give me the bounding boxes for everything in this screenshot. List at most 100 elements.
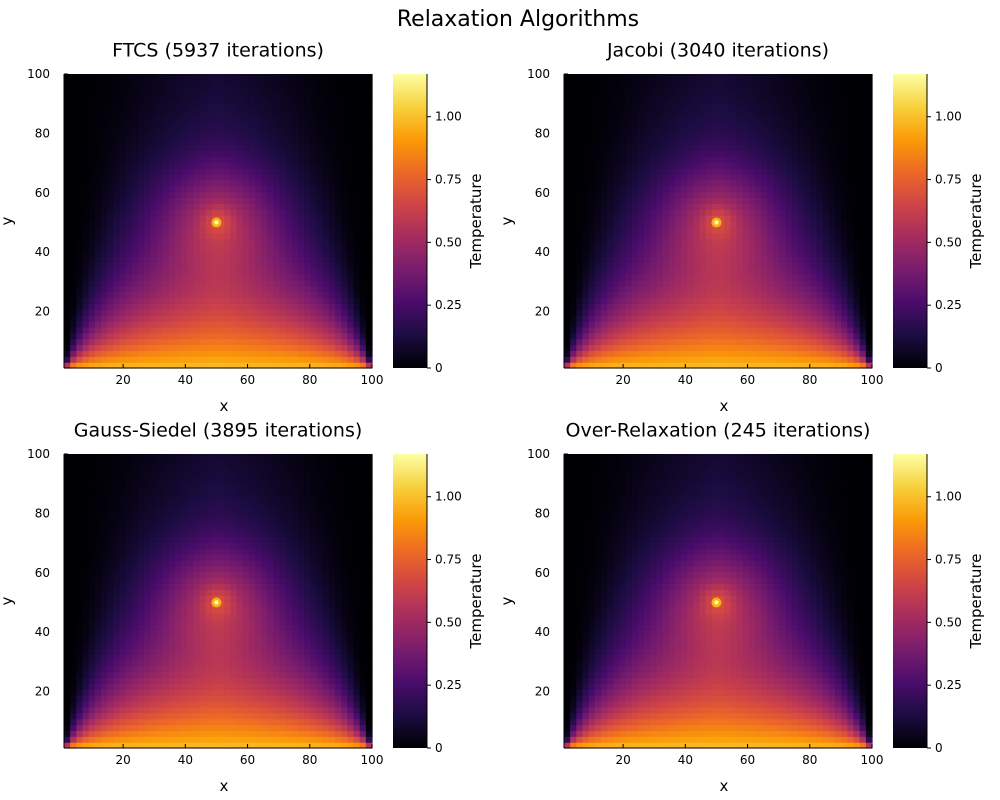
heatmap-cell	[810, 332, 818, 340]
heatmap-cell	[773, 262, 781, 269]
heatmap-cell	[637, 173, 645, 181]
heatmap-cell	[88, 85, 96, 93]
heatmap-cell	[668, 285, 676, 293]
heatmap-cell	[150, 132, 157, 140]
heatmap-cell	[785, 209, 793, 216]
heatmap-cell	[156, 103, 164, 110]
heatmap-cell	[156, 209, 164, 216]
heatmap-cell	[711, 326, 719, 334]
heatmap-cell	[699, 215, 707, 222]
heatmap-cell	[600, 326, 608, 334]
heatmap-cell	[742, 173, 750, 181]
heatmap-cell	[187, 173, 194, 181]
heatmap-cell	[687, 103, 694, 110]
heatmap-cell	[100, 344, 108, 351]
heatmap-cell	[168, 91, 176, 99]
heatmap-cell	[798, 232, 805, 240]
heatmap-cell	[144, 91, 151, 99]
heatmap-cell	[865, 226, 873, 234]
heatmap-cell	[341, 209, 348, 216]
heatmap-cell	[285, 326, 293, 334]
heatmap-cell	[187, 285, 194, 293]
heatmap-cell	[804, 150, 811, 157]
heatmap-cell	[76, 238, 84, 246]
heatmap-cell	[279, 209, 287, 216]
heatmap-cell	[718, 150, 725, 157]
heatmap-cell	[193, 126, 201, 134]
heatmap-cell	[724, 97, 731, 104]
heatmap-cell	[88, 115, 96, 122]
heatmap-cell	[718, 156, 725, 163]
heatmap-cell	[298, 185, 305, 193]
heatmap-cell	[656, 268, 664, 275]
heatmap-cell	[82, 332, 90, 340]
heatmap-cell	[859, 273, 867, 281]
heatmap-cell	[791, 315, 799, 322]
heatmap-cell	[828, 268, 836, 275]
heatmap-cell	[236, 362, 244, 369]
heatmap-cell	[88, 144, 96, 152]
heatmap-cell	[576, 85, 584, 93]
heatmap-cell	[816, 103, 824, 110]
heatmap-cell	[613, 162, 621, 169]
heatmap-cell	[261, 179, 268, 187]
heatmap-cell	[310, 238, 318, 246]
heatmap-cell	[650, 191, 657, 199]
heatmap-cell	[853, 297, 861, 304]
heatmap-cell	[773, 156, 781, 163]
heatmap-cell	[835, 103, 842, 110]
heatmap-cell	[261, 291, 268, 299]
heatmap-cell	[668, 262, 676, 269]
heatmap-cell	[322, 226, 330, 234]
heatmap-cell	[594, 91, 602, 99]
heatmap-cell	[742, 197, 750, 204]
heatmap-cell	[205, 332, 213, 340]
heatmap-cell	[94, 85, 102, 93]
heatmap-cell	[736, 121, 744, 128]
heatmap-cell	[322, 232, 330, 240]
heatmap-cell	[70, 326, 77, 334]
heatmap-cell	[174, 297, 182, 304]
heatmap-cell	[742, 344, 750, 351]
heatmap-cell	[248, 197, 256, 204]
heatmap-cell	[576, 209, 584, 216]
heatmap-cell	[125, 303, 133, 310]
heatmap-cell	[236, 285, 244, 293]
heatmap-cell	[224, 332, 231, 340]
heatmap-cell	[82, 285, 90, 293]
heatmap-cell	[218, 103, 225, 110]
heatmap-cell	[748, 150, 756, 157]
heatmap-cell	[718, 203, 725, 210]
heatmap-cell	[328, 126, 336, 134]
heatmap-cell	[359, 291, 367, 299]
heatmap-cell	[748, 121, 756, 128]
heatmap-cell	[70, 238, 77, 246]
heatmap-cell	[64, 173, 71, 181]
heatmap-cell	[804, 197, 811, 204]
heatmap-cell	[662, 109, 670, 116]
heatmap-cell	[742, 285, 750, 293]
heatmap-cell	[150, 356, 157, 363]
heatmap-cell	[279, 144, 287, 152]
heatmap-cell	[211, 303, 219, 310]
heatmap-cell	[699, 173, 707, 181]
heatmap-cell	[724, 332, 731, 340]
heatmap-cell	[607, 144, 614, 152]
heatmap-cell	[218, 338, 225, 346]
heatmap-cell	[310, 79, 318, 87]
heatmap-cell	[816, 238, 824, 246]
heatmap-cell	[193, 162, 201, 169]
heatmap-cell	[310, 344, 318, 351]
heatmap-cell	[193, 338, 201, 346]
heatmap-cell	[193, 268, 201, 275]
heatmap-cell	[211, 179, 219, 187]
heatmap-cell	[662, 291, 670, 299]
heatmap-cell	[748, 173, 756, 181]
heatmap-cell	[273, 179, 281, 187]
heatmap-cell	[625, 173, 633, 181]
heatmap-cell	[76, 185, 84, 193]
heatmap-cell	[773, 150, 781, 157]
heatmap-cell	[773, 79, 781, 87]
heatmap-cell	[650, 121, 657, 128]
heatmap-cell	[711, 356, 719, 363]
